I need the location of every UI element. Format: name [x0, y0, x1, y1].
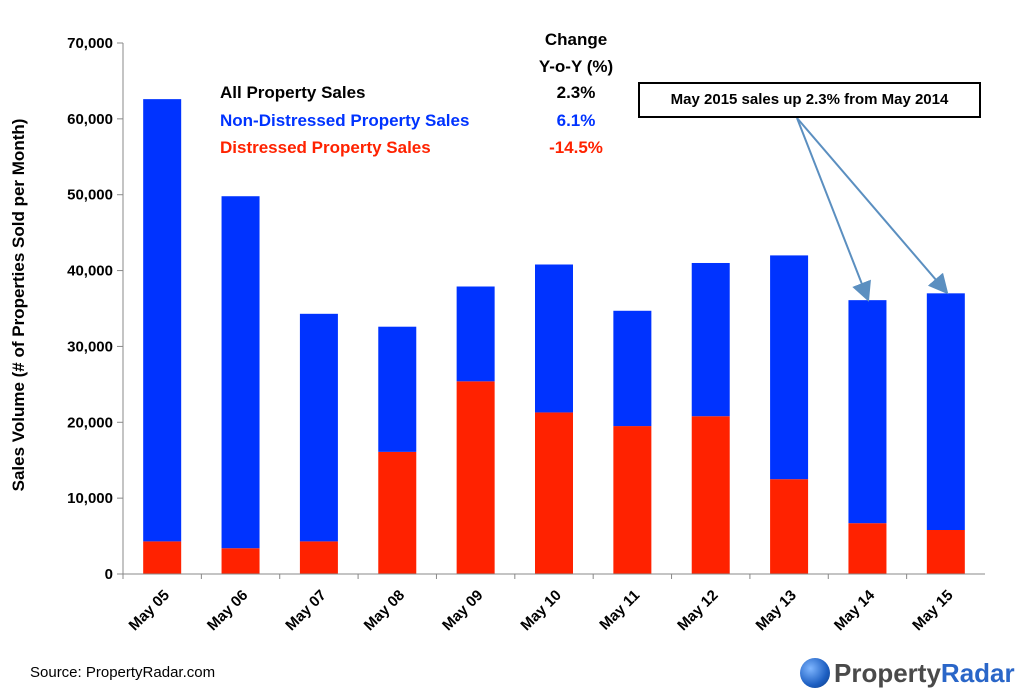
- callout-arrows: [796, 117, 949, 302]
- bar-distressed-may-05: [143, 541, 182, 574]
- bar-non-distressed-may-12: [691, 262, 730, 417]
- x-tick-label: May 08: [361, 587, 408, 634]
- logo-text-part2: Radar: [940, 657, 1015, 688]
- bar-distressed-may-12: [691, 416, 730, 574]
- bar-non-distressed-may-11: [613, 310, 652, 427]
- source-note: Source: PropertyRadar.com: [30, 664, 216, 681]
- y-tick-label: 30,000: [67, 338, 113, 355]
- legend-row-all-value: 2.3%: [557, 83, 596, 102]
- callout-arrow: [796, 117, 871, 302]
- propertyradar-logo: PropertyRadar: [800, 655, 1015, 691]
- y-axis-gridlines: [117, 42, 123, 575]
- y-tick-label: 10,000: [67, 490, 113, 507]
- bar-non-distressed-may-08: [378, 326, 417, 452]
- bar-non-distressed-may-06: [221, 196, 260, 549]
- x-tick-label: May 06: [204, 587, 251, 634]
- legend-header-change: Change: [545, 30, 607, 49]
- bar-non-distressed-may-15: [926, 293, 965, 531]
- x-tick-label: May 15: [909, 587, 956, 634]
- bar-distressed-may-07: [299, 541, 338, 574]
- bar-non-distressed-may-07: [299, 313, 338, 542]
- bar-distressed-may-11: [613, 426, 652, 574]
- bar-distressed-may-08: [378, 451, 417, 574]
- x-tick-label: May 10: [517, 587, 564, 634]
- y-tick-label: 0: [105, 566, 113, 583]
- bar-distressed-may-15: [926, 530, 965, 574]
- x-tick-label: May 07: [282, 587, 329, 634]
- x-tick-label: May 09: [439, 587, 486, 634]
- bar-non-distressed-may-10: [535, 264, 573, 413]
- y-tick-label: 70,000: [67, 35, 113, 52]
- x-tick-labels: May 05 May 06 May 07 May 08 May 09 May 10 May …: [122, 574, 957, 634]
- y-tick-label: 60,000: [67, 111, 113, 128]
- logo-wordmark: PropertyRadar: [834, 658, 1015, 689]
- legend-header-yoy: Y-o-Y (%): [539, 57, 613, 76]
- legend-row-distressed-label: Distressed Property Sales: [220, 138, 431, 157]
- bar-distressed-may-09: [456, 381, 495, 574]
- callout-arrow: [796, 117, 949, 295]
- legend-row-distressed-value: -14.5%: [549, 138, 603, 157]
- y-tick-labels: 0 10,000 20,000 30,000 40,000 50,000 60,000 70,…: [67, 35, 113, 583]
- globe-icon: [800, 658, 830, 688]
- bar-distressed-may-13: [770, 479, 809, 574]
- x-tick-label: May 12: [674, 587, 721, 634]
- y-axis-label: Sales Volume (# of Properties Sold per M…: [9, 119, 28, 492]
- logo-text-part1: Property: [834, 657, 941, 688]
- legend-row-all-label: All Property Sales: [220, 83, 366, 102]
- legend: Change Y-o-Y (%) All Property Sales 2.3%…: [220, 30, 613, 157]
- bar-non-distressed-may-09: [456, 286, 495, 382]
- bar-distressed-may-14: [848, 523, 887, 574]
- bar-distressed-may-06: [221, 548, 260, 574]
- legend-row-nondistressed-value: 6.1%: [557, 111, 596, 130]
- x-tick-label: May 11: [596, 587, 643, 634]
- callout-box: May 2015 sales up 2.3% from May 2014: [638, 82, 981, 118]
- bars-group: [143, 99, 965, 574]
- x-tick-label: May 05: [126, 587, 173, 634]
- bar-non-distressed-may-13: [770, 255, 809, 480]
- x-tick-label: May 14: [831, 586, 879, 634]
- axes-group: [122, 43, 985, 575]
- y-tick-label: 50,000: [67, 187, 113, 204]
- legend-row-nondistressed-label: Non-Distressed Property Sales: [220, 111, 469, 130]
- y-tick-label: 40,000: [67, 263, 113, 280]
- bar-non-distressed-may-14: [848, 300, 887, 524]
- bar-distressed-may-10: [535, 412, 573, 574]
- bar-non-distressed-may-05: [143, 99, 182, 542]
- x-tick-label: May 13: [753, 587, 800, 634]
- y-tick-label: 20,000: [67, 414, 113, 431]
